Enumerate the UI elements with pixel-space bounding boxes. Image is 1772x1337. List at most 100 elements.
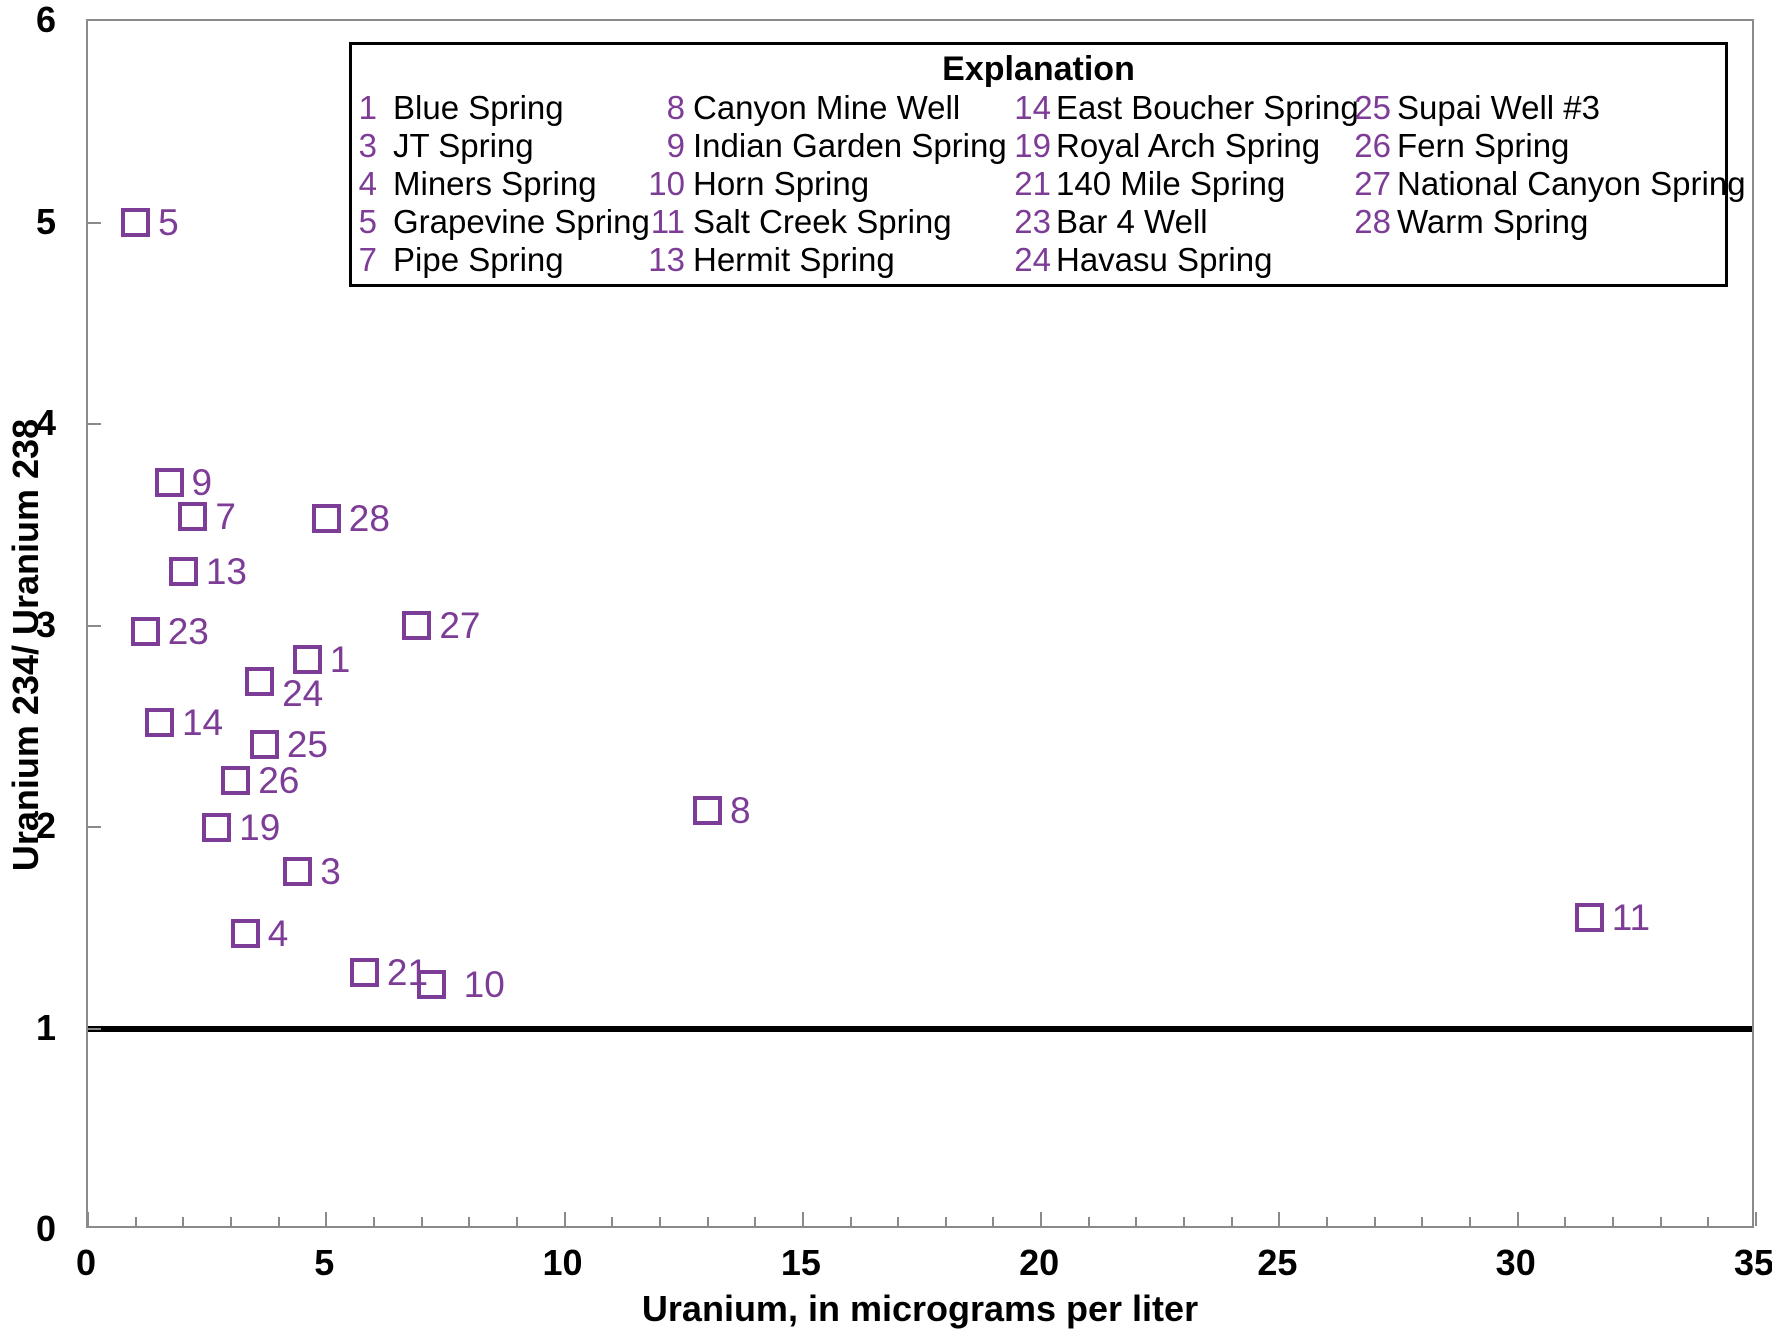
legend-entry-number: 13 xyxy=(648,241,685,278)
legend-entry-13: 13 Hermit Spring xyxy=(643,241,895,279)
legend-entry-name: 140 Mile Spring xyxy=(1056,165,1286,202)
data-point-marker-27 xyxy=(402,611,432,640)
x-axis-minor-tick xyxy=(658,1217,661,1226)
y-axis-tick-label: 3 xyxy=(35,603,56,645)
legend-entry-name: Royal Arch Spring xyxy=(1056,127,1321,164)
x-axis-minor-tick xyxy=(1564,1217,1567,1226)
x-axis-tick xyxy=(563,1212,566,1226)
legend-entry-name: Horn Spring xyxy=(693,165,870,202)
x-axis-tick-label: 20 xyxy=(1019,1242,1060,1283)
data-point-marker-3 xyxy=(283,856,313,886)
legend-entry-number: 26 xyxy=(1354,127,1391,164)
y-axis-tick-label: 5 xyxy=(35,200,56,242)
y-axis-tick xyxy=(88,221,101,224)
legend-entry-number: 24 xyxy=(1014,241,1051,278)
x-axis-tick xyxy=(801,1212,804,1226)
data-point-marker-24 xyxy=(245,667,275,697)
data-point-marker-10 xyxy=(416,969,446,999)
legend-entry-name: Pipe Spring xyxy=(393,241,564,278)
legend-entry-name: Supai Well #3 xyxy=(1397,89,1601,126)
data-point-label-25: 25 xyxy=(286,723,328,765)
reference-line-y1 xyxy=(88,1025,1752,1032)
y-axis-tick xyxy=(88,826,101,828)
data-point-marker-5 xyxy=(121,208,151,237)
x-axis-tick xyxy=(1516,1212,1519,1226)
data-point-label-1: 1 xyxy=(329,639,351,681)
x-axis-minor-tick xyxy=(515,1217,518,1226)
x-axis-tick xyxy=(1040,1212,1043,1226)
x-axis-minor-tick xyxy=(1421,1217,1424,1226)
legend-entry-number: 8 xyxy=(666,89,685,126)
x-axis-minor-tick xyxy=(1230,1217,1233,1226)
data-point-marker-21 xyxy=(349,957,379,987)
legend-entry-28: 28 Warm Spring xyxy=(1347,203,1588,241)
x-axis-minor-tick xyxy=(897,1217,900,1226)
x-axis-minor-tick xyxy=(944,1217,947,1226)
x-axis-minor-tick xyxy=(1087,1217,1090,1226)
x-axis-minor-tick xyxy=(372,1217,375,1226)
data-point-label-23: 23 xyxy=(167,611,209,653)
x-axis-minor-tick xyxy=(468,1217,471,1226)
data-point-label-24: 24 xyxy=(282,673,324,715)
data-point-label-28: 28 xyxy=(348,498,390,540)
legend-entry-1: 1 Blue Spring xyxy=(353,89,564,127)
legend-entry-number: 7 xyxy=(358,241,377,278)
legend-entry-19: 19 Royal Arch Spring xyxy=(1007,127,1320,165)
x-axis-minor-tick xyxy=(611,1217,614,1226)
data-point-marker-1 xyxy=(292,645,322,675)
legend-entry-8: 8 Canyon Mine Well xyxy=(643,89,961,127)
legend-entry-24: 24 Havasu Spring xyxy=(1007,241,1272,279)
data-point-label-27: 27 xyxy=(439,605,481,646)
legend-entry-number: 1 xyxy=(358,89,377,126)
data-point-marker-26 xyxy=(221,766,251,796)
data-point-marker-25 xyxy=(249,729,279,759)
x-axis-title: Uranium, in micrograms per liter xyxy=(641,1288,1199,1329)
x-axis-tick-label: 15 xyxy=(780,1242,821,1283)
y-axis-tick-label: 6 xyxy=(35,0,56,40)
legend-entry-name: Bar 4 Well xyxy=(1056,203,1208,240)
legend-entry-number: 5 xyxy=(358,203,377,240)
x-axis-minor-tick xyxy=(849,1217,852,1226)
data-point-label-5: 5 xyxy=(158,202,179,243)
legend-entry-name: Havasu Spring xyxy=(1056,241,1273,278)
legend-entry-name: Hermit Spring xyxy=(693,241,895,278)
data-point-marker-7 xyxy=(178,502,208,532)
x-axis-minor-tick xyxy=(420,1217,423,1226)
data-point-label-14: 14 xyxy=(181,701,224,743)
x-axis-minor-tick xyxy=(182,1217,185,1226)
x-axis-minor-tick xyxy=(1707,1217,1710,1226)
legend-entry-21: 21 140 Mile Spring xyxy=(1007,165,1285,203)
legend-entry-name: Fern Spring xyxy=(1397,127,1570,164)
data-point-marker-19 xyxy=(202,812,232,842)
x-axis-minor-tick xyxy=(992,1217,995,1226)
x-axis-tick-label: 5 xyxy=(314,1242,335,1283)
data-point-label-19: 19 xyxy=(239,806,281,848)
x-axis-tick xyxy=(325,1212,328,1226)
legend-entry-3: 3 JT Spring xyxy=(353,127,534,165)
legend-entry-number: 4 xyxy=(358,165,377,202)
data-point-label-26: 26 xyxy=(258,760,300,802)
x-axis-minor-tick xyxy=(1612,1217,1615,1226)
x-axis-minor-tick xyxy=(1659,1217,1662,1226)
legend-entry-name: National Canyon Spring xyxy=(1397,165,1746,202)
legend-entry-name: Canyon Mine Well xyxy=(693,89,961,126)
legend-entry-14: 14 East Boucher Spring xyxy=(1007,89,1358,127)
data-point-marker-23 xyxy=(130,617,160,647)
legend-entry-name: JT Spring xyxy=(393,127,534,164)
data-point-label-4: 4 xyxy=(267,913,289,955)
legend-entry-name: Blue Spring xyxy=(393,89,564,126)
legend-entry-10: 10 Horn Spring xyxy=(643,165,869,203)
legend-entry-number: 10 xyxy=(648,165,685,202)
x-axis-tick-label: 0 xyxy=(75,1242,97,1283)
x-axis-minor-tick xyxy=(1469,1217,1472,1226)
x-axis-minor-tick xyxy=(229,1217,232,1226)
legend-entry-4: 4 Miners Spring xyxy=(353,165,597,203)
y-axis-tick xyxy=(88,624,101,627)
data-point-marker-13 xyxy=(168,556,198,586)
y-axis-tick-label: 4 xyxy=(35,402,56,443)
x-axis-tick-label: 35 xyxy=(1733,1242,1772,1283)
x-axis-tick xyxy=(1755,1212,1757,1226)
legend-entry-11: 11 Salt Creek Spring xyxy=(643,203,952,241)
x-axis-minor-tick xyxy=(1183,1217,1186,1226)
